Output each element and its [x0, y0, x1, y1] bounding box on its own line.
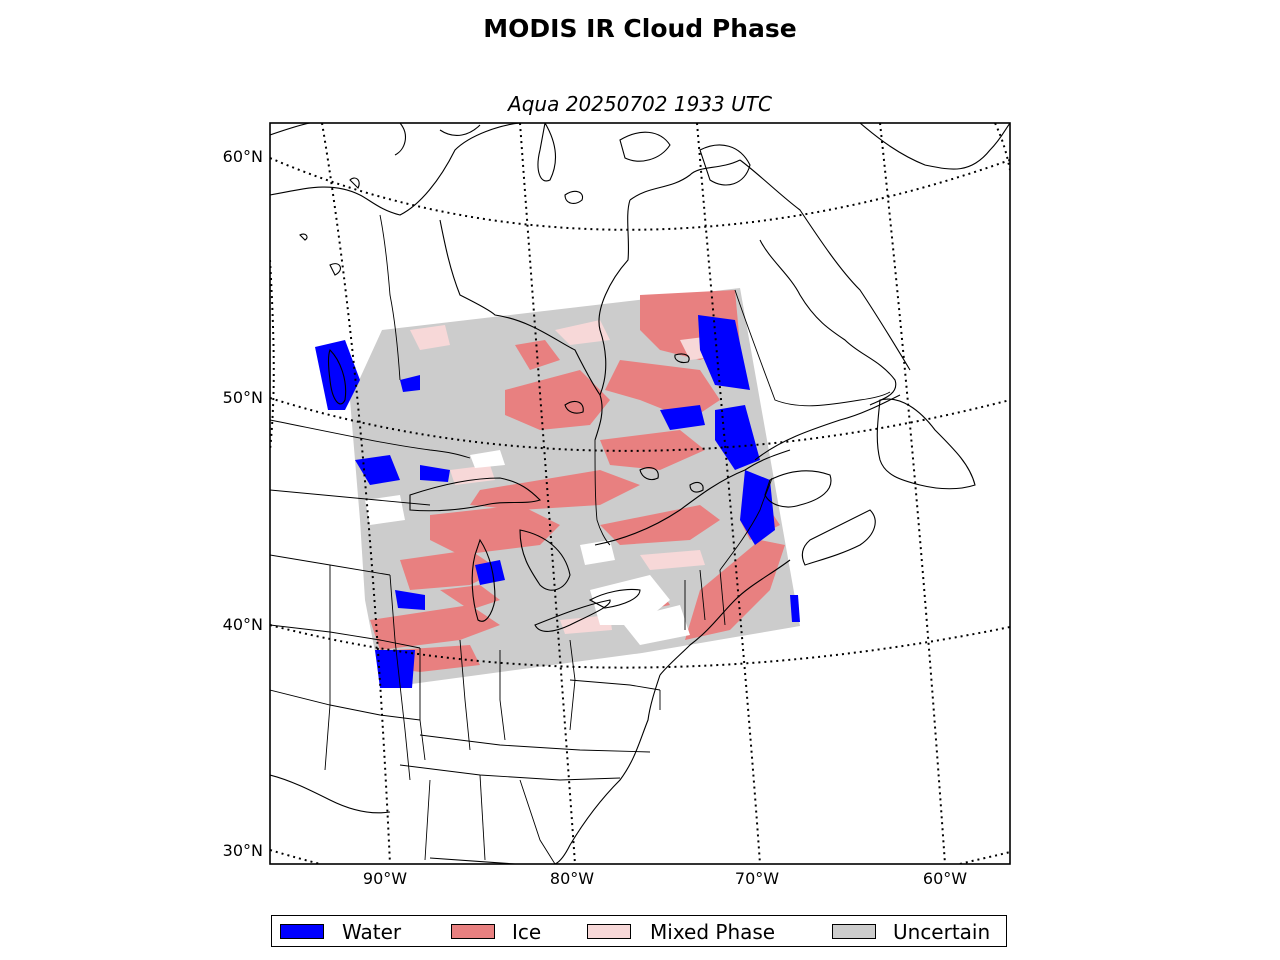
legend-swatch-mixed-phase	[587, 924, 631, 939]
lon-label-80w: 80°W	[549, 869, 595, 888]
legend-swatch-ice	[451, 924, 495, 939]
legend-swatch-uncertain	[832, 924, 876, 939]
map-title: MODIS IR Cloud Phase	[483, 14, 797, 43]
political-boundaries	[270, 214, 891, 864]
map-subtitle: Aqua 20250702 1933 UTC	[508, 92, 772, 116]
lon-label-70w: 70°W	[734, 869, 780, 888]
legend-swatch-water	[280, 924, 324, 939]
lat-label-50n: 50°N	[222, 388, 263, 407]
parallel-40n	[270, 624, 1010, 669]
legend-label-ice: Ice	[512, 920, 542, 944]
legend: Water Ice Mixed Phase Uncertain	[271, 915, 1007, 947]
meridian-80w	[519, 123, 576, 864]
parallel-30n	[270, 849, 321, 864]
meridian-60w	[879, 123, 946, 864]
cloud-phase-swath	[315, 288, 800, 688]
meridian-70w	[696, 123, 761, 864]
graticule	[270, 123, 1010, 864]
legend-label-water: Water	[342, 920, 402, 944]
legend-label-uncertain: Uncertain	[893, 920, 991, 944]
legend-label-mixed-phase: Mixed Phase	[650, 920, 776, 944]
lat-label-40n: 40°N	[222, 615, 263, 634]
water-regions	[315, 315, 800, 688]
lat-label-30n: 30°N	[222, 841, 263, 860]
parallel-50n	[270, 397, 1010, 452]
meridian-50w	[994, 123, 1010, 171]
lon-label-60w: 60°W	[922, 869, 968, 888]
lat-label-60n: 60°N	[222, 147, 263, 166]
meridian-90w	[321, 123, 391, 864]
meridian-100w	[270, 259, 275, 451]
map-frame	[269, 122, 1011, 865]
clear-sky-gaps	[365, 450, 690, 645]
parallel-60n	[270, 157, 1010, 231]
lon-label-90w: 90°W	[362, 869, 408, 888]
